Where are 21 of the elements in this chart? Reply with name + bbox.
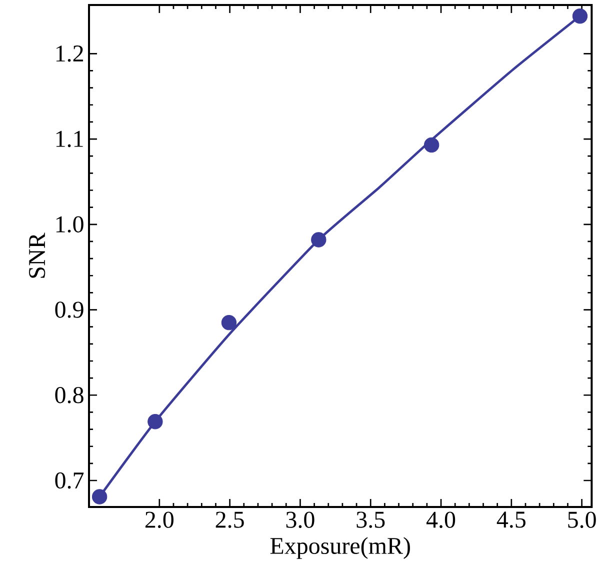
- point: [92, 489, 108, 504]
- y-tick-label: 0.8: [55, 387, 84, 404]
- point: [424, 137, 440, 153]
- y-tick-label: 0.7: [55, 472, 84, 489]
- x-tick-label: 2.0: [145, 512, 174, 528]
- point: [148, 414, 163, 430]
- x-tick-label: 3.0: [286, 512, 314, 528]
- x-axis-title: Exposure(mR): [270, 537, 410, 559]
- y-tick-label: 1.0: [56, 216, 84, 233]
- x-tick-label: 2.5: [216, 512, 244, 528]
- point: [572, 8, 588, 24]
- x-tick-label: 3.5: [356, 512, 385, 528]
- x-tick-label: 4.0: [426, 512, 456, 528]
- y-tick-label: 0.9: [55, 302, 84, 318]
- point: [311, 232, 326, 248]
- y-axis-title: SNR: [29, 232, 46, 278]
- y-tick-label: 1.2: [56, 46, 83, 62]
- y-tick-label: 1.1: [56, 130, 83, 148]
- x-tick-label: 4.5: [496, 512, 526, 528]
- x-tick-label: 5.0: [568, 512, 596, 528]
- point: [221, 314, 237, 330]
